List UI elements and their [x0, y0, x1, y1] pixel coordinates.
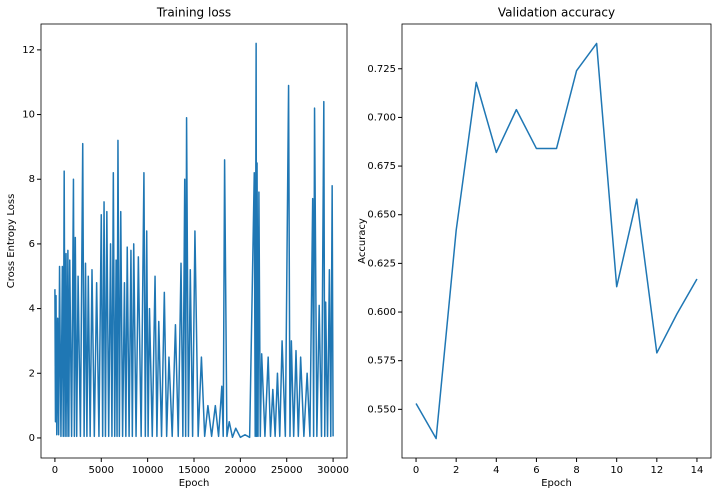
y-tick-label: 0.725 [367, 64, 396, 75]
x-axis-label: Epoch [179, 478, 210, 489]
axes-frame [40, 23, 348, 459]
y-tick-label: 0.675 [367, 161, 396, 172]
x-tick-label: 10000 [132, 465, 164, 476]
y-tick-label: 0.575 [367, 356, 396, 367]
y-tick-label: 2 [29, 368, 35, 379]
y-tick-label: 0.600 [367, 307, 396, 318]
x-tick-label: 10 [610, 465, 623, 476]
y-tick-label: 10 [22, 110, 35, 121]
chart-title: Validation accuracy [498, 6, 615, 20]
y-tick-label: 4 [29, 304, 35, 315]
y-tick-label: 0.625 [367, 258, 396, 269]
y-axis-label: Cross Entropy Loss [6, 194, 17, 289]
y-tick-label: 6 [29, 239, 35, 250]
data-line [54, 42, 334, 439]
x-tick-label: 2 [453, 465, 459, 476]
x-tick-label: 15000 [178, 465, 210, 476]
x-axis-label: Epoch [541, 478, 572, 489]
y-tick-label: 0.550 [367, 404, 396, 415]
x-tick-label: 4 [493, 465, 499, 476]
x-tick-label: 14 [691, 465, 704, 476]
data-line [415, 42, 698, 440]
y-tick-label: 0 [29, 433, 35, 444]
y-axis-label: Accuracy [357, 218, 368, 264]
x-tick-label: 30000 [317, 465, 349, 476]
y-tick-label: 12 [22, 45, 35, 56]
x-tick-label: 25000 [271, 465, 303, 476]
x-tick-label: 12 [650, 465, 663, 476]
x-tick-label: 0 [52, 465, 58, 476]
y-tick-label: 8 [29, 174, 35, 185]
chart-title: Training loss [156, 6, 231, 20]
x-tick-label: 5000 [89, 465, 114, 476]
x-tick-label: 20000 [224, 465, 256, 476]
x-tick-label: 6 [533, 465, 539, 476]
y-tick-label: 0.650 [367, 210, 396, 221]
y-tick-label: 0.700 [367, 112, 396, 123]
x-tick-label: 0 [413, 465, 419, 476]
x-tick-label: 8 [573, 465, 579, 476]
axes-frame [401, 23, 712, 459]
